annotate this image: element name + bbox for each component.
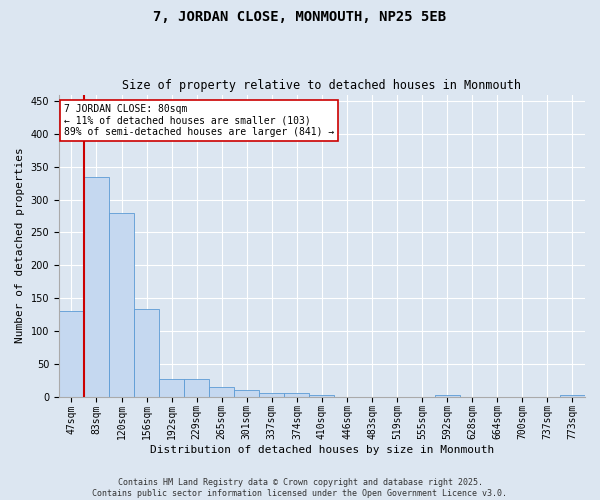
Bar bbox=[434, 395, 460, 396]
Bar bbox=[259, 392, 284, 396]
Bar bbox=[209, 388, 234, 396]
Bar bbox=[109, 212, 134, 396]
Y-axis label: Number of detached properties: Number of detached properties bbox=[15, 148, 25, 344]
Bar bbox=[134, 309, 159, 396]
Text: Contains HM Land Registry data © Crown copyright and database right 2025.
Contai: Contains HM Land Registry data © Crown c… bbox=[92, 478, 508, 498]
Bar bbox=[560, 394, 585, 396]
Bar bbox=[310, 394, 334, 396]
Bar bbox=[284, 394, 310, 396]
Title: Size of property relative to detached houses in Monmouth: Size of property relative to detached ho… bbox=[122, 79, 521, 92]
Bar bbox=[159, 379, 184, 396]
X-axis label: Distribution of detached houses by size in Monmouth: Distribution of detached houses by size … bbox=[150, 445, 494, 455]
Text: 7 JORDAN CLOSE: 80sqm
← 11% of detached houses are smaller (103)
89% of semi-det: 7 JORDAN CLOSE: 80sqm ← 11% of detached … bbox=[64, 104, 334, 137]
Bar bbox=[84, 176, 109, 396]
Bar bbox=[184, 380, 209, 396]
Bar bbox=[234, 390, 259, 396]
Text: 7, JORDAN CLOSE, MONMOUTH, NP25 5EB: 7, JORDAN CLOSE, MONMOUTH, NP25 5EB bbox=[154, 10, 446, 24]
Bar bbox=[59, 311, 84, 396]
